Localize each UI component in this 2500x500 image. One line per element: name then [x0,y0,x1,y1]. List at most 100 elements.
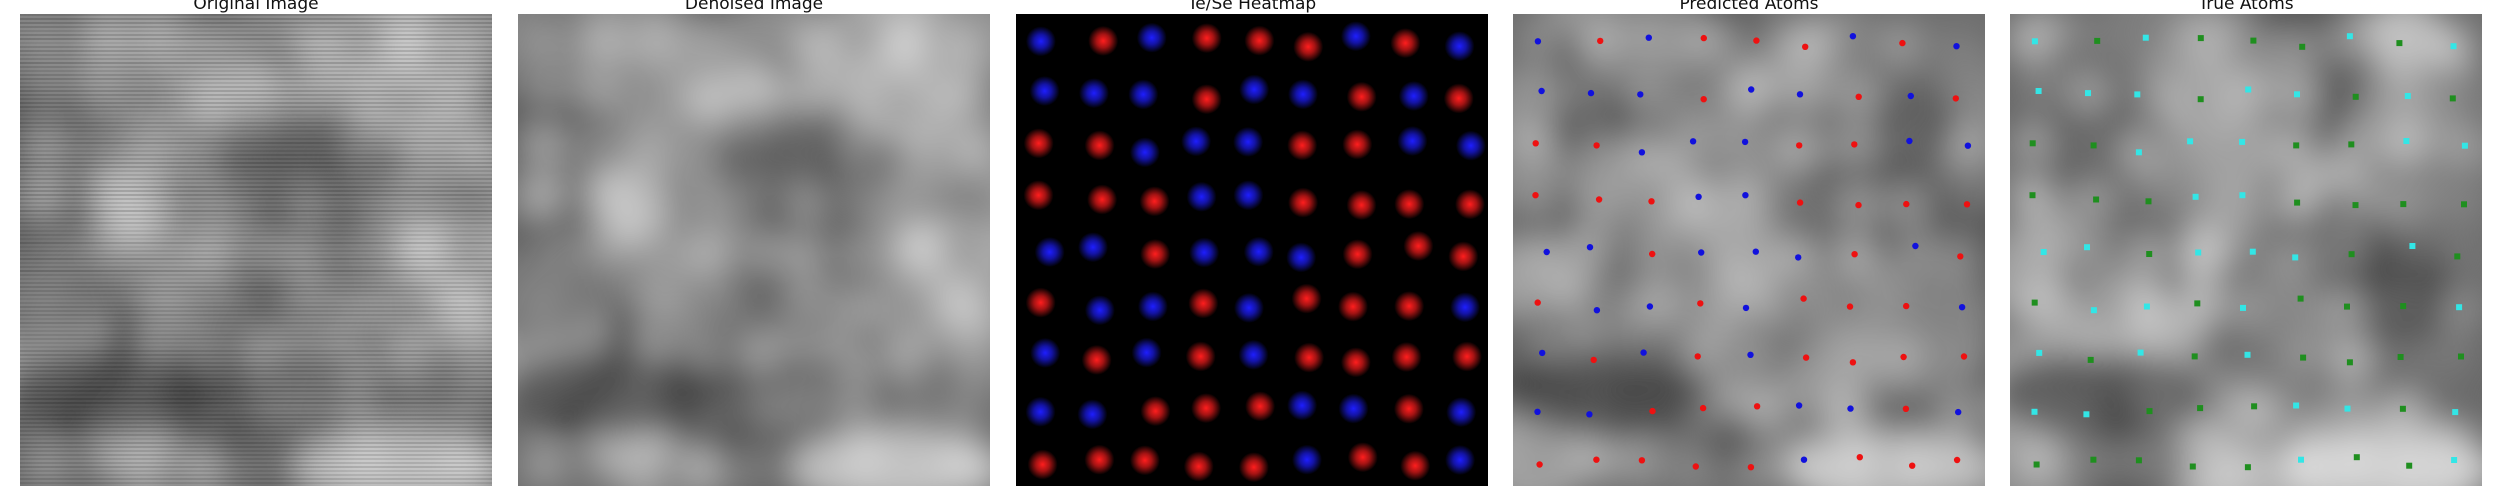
texture-spot [76,71,120,116]
predicted-te-atom [1846,303,1854,310]
te-heat-spot [1403,231,1434,261]
te-heat-spot [1084,444,1115,475]
title-denoised-image: Denoised Image [684,0,824,14]
true-cyan-atom [2450,43,2457,50]
noise-line [20,130,492,132]
te-heat-spot [1443,83,1474,114]
predicted-se-atom [1637,91,1644,98]
true-cyan-atom [2137,349,2144,356]
predicted-te-atom [1849,359,1857,366]
texture-spot [634,179,679,224]
true-cyan-atom [2040,249,2047,255]
noise-line [20,242,492,244]
true-cyan-atom [2035,88,2042,94]
texture-spot [136,179,181,224]
true-cyan-atom [2344,405,2351,412]
predicted-se-atom [1689,138,1697,145]
texture-spot [950,182,990,227]
true-cyan-atom [2244,351,2251,358]
te-heat-spot [1346,190,1377,221]
predicted-se-atom [1849,33,1857,40]
te-heat-spot [1346,81,1377,112]
true-green-atom [2194,300,2201,307]
noise-line [20,246,492,248]
texture-spot [582,177,627,222]
true-green-atom [2090,456,2097,463]
texture-spot [885,21,930,66]
texture-spot [22,280,67,325]
texture-spot [833,386,878,431]
texture-spot [285,180,330,225]
texture-blob [1783,429,1985,486]
noise-line [20,418,492,420]
texture-spot [84,177,129,222]
predicted-se-atom [1539,349,1546,357]
texture-spot [522,442,567,486]
predicted-se-atom [1587,89,1595,97]
predicted-atoms-image [1513,14,1985,486]
texture-spot [390,386,435,431]
noise-line [20,54,492,56]
noise-line [20,254,492,256]
noise-line [20,274,492,276]
noise-line [20,226,492,228]
noise-line [20,78,492,80]
te-heat-spot [1455,189,1485,220]
texture-spot [440,76,485,121]
te-heat-spot [1188,288,1219,319]
true-cyan-atom [2143,303,2150,310]
texture-spot [235,332,280,377]
texture-spot [284,383,329,428]
se-heat-spot [1288,79,1318,110]
predicted-se-atom [1955,408,1962,416]
noise-line [20,46,492,48]
texture-spot [391,284,436,329]
se-heat-spot [1450,292,1481,323]
noise-line [20,138,492,140]
noise-line [20,406,492,408]
noise-line [20,182,492,184]
texture-spot [632,284,677,329]
true-cyan-atom [2293,402,2300,409]
noise-line [20,290,492,292]
noise-line [20,278,492,280]
predicted-te-atom [1692,463,1699,470]
true-green-atom [2454,253,2461,260]
true-green-atom [2400,201,2407,208]
noise-line [20,30,492,32]
true-green-atom [2396,40,2403,47]
texture-spot [782,383,827,428]
se-heat-spot [1445,445,1476,475]
predicted-te-atom [1963,201,1971,208]
true-green-atom [2145,198,2152,205]
noise-line [20,350,492,352]
true-green-atom [2189,463,2196,470]
noise-line [20,214,492,216]
texture-spot [950,123,990,168]
te-heat-spot [1023,180,1054,211]
se-heat-spot [1398,81,1429,111]
predicted-se-atom [1534,38,1542,45]
true-cyan-atom [2249,248,2256,255]
predicted-te-atom [1753,403,1761,410]
denoised-image [518,14,990,486]
noise-line [20,166,492,168]
noise-line [20,294,492,296]
predicted-te-atom [1593,456,1600,463]
noise-line [20,206,492,208]
noise-line [20,474,492,476]
texture-spot [518,121,563,166]
noise-line [20,334,492,336]
texture-spot [134,284,179,329]
te-heat-spot [1245,391,1276,422]
noise-line [20,14,492,16]
predicted-se-atom [1534,408,1541,415]
noise-line [20,382,492,384]
texture-spot [729,285,773,330]
noise-line [20,410,492,412]
noise-line [20,322,492,324]
noise-line [20,146,492,148]
texture-spot [291,335,336,380]
noise-line [20,454,492,456]
te-heat-spot [1191,84,1222,115]
